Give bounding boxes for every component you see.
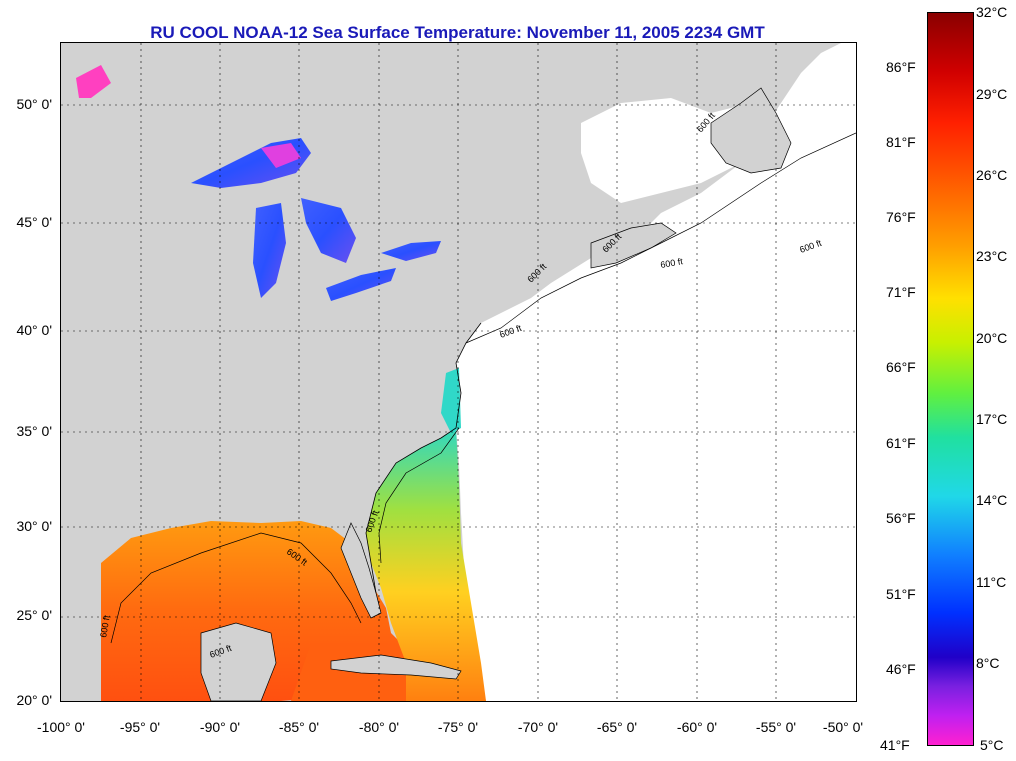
longitude-label-60: -60° 0' [676, 719, 718, 735]
lake-superior [191, 138, 311, 188]
atlantic-coastal-sst [366, 428, 486, 701]
lake-winnipeg-fragment [76, 65, 111, 98]
longitude-label-85: -85° 0' [278, 719, 320, 735]
colorbar-fahrenheit-label: 81°F [886, 134, 916, 150]
map-title: RU COOL NOAA-12 Sea Surface Temperature:… [150, 23, 765, 42]
cuba-land [330, 654, 462, 680]
lake-superior-cold-spot [261, 143, 301, 168]
continental-shelf-contour-north [465, 132, 856, 344]
gulf-shelf-contour [110, 532, 362, 644]
colorbar-fahrenheit-label: 71°F [886, 284, 916, 300]
longitude-label-100: -100° 0' [37, 719, 85, 735]
longitude-label-65: -65° 0' [596, 719, 638, 735]
longitude-label-55: -55° 0' [755, 719, 797, 735]
colorbar-fahrenheit-label: 66°F [886, 359, 916, 375]
colorbar-celsius-label: 32°C [976, 4, 1008, 20]
colorbar-celsius-label: 23°C [976, 248, 1008, 264]
longitude-label-90: -90° 0' [199, 719, 241, 735]
colorbar-celsius-label: 8°C [976, 655, 1000, 671]
colorbar-fahrenheit-label: 51°F [886, 586, 916, 602]
longitude-label-80: -80° 0' [358, 719, 400, 735]
colorbar-celsius-label: 5°C [980, 737, 1004, 753]
colorbar-fahrenheit-label: 46°F [886, 661, 916, 677]
florida-land [340, 522, 382, 619]
lake-erie [326, 268, 396, 301]
colorbar-fahrenheit-label: 76°F [886, 209, 916, 225]
lake-huron [301, 198, 356, 263]
graticule [61, 43, 856, 701]
colorbar-fahrenheit-label: 86°F [886, 59, 916, 75]
mid-atlantic-sst [441, 368, 461, 433]
latitude-label-50: 50° 0' [16, 96, 52, 112]
lake-ontario [381, 241, 441, 261]
colorbar-celsius-label: 11°C [976, 574, 1007, 590]
colorbar-fahrenheit-label: 41°F [880, 737, 910, 753]
lake-michigan [253, 203, 286, 298]
longitude-label-70: -70° 0' [517, 719, 559, 735]
colorbar-celsius-label: 29°C [976, 86, 1008, 102]
colorbar-celsius-label: 20°C [976, 330, 1008, 346]
latitude-label-25: 25° 0' [16, 607, 52, 623]
yucatan-land [200, 622, 277, 701]
longitude-label-95: -95° 0' [119, 719, 161, 735]
colorbar-celsius-label: 26°C [976, 167, 1008, 183]
latitude-label-20: 20° 0' [16, 692, 52, 708]
colorbar-fahrenheit-label: 61°F [886, 435, 916, 451]
sst-map-graphic: 600 ft 600 ft 600 ft 600 ft 600 ft 600 f… [61, 43, 856, 701]
atlantic-ocean-region [456, 43, 856, 701]
longitude-label-50: -50° 0' [822, 719, 864, 735]
contour-label: 600 ft [98, 614, 112, 638]
temperature-colorbar [927, 12, 974, 746]
sst-map: 600 ft 600 ft 600 ft 600 ft 600 ft 600 f… [60, 42, 857, 702]
latitude-label-30: 30° 0' [16, 518, 52, 534]
us-east-coastline [365, 322, 482, 594]
latitude-label-35: 35° 0' [16, 423, 52, 439]
contour-label: 600 ft [660, 256, 684, 270]
latitude-label-45: 45° 0' [16, 214, 52, 230]
longitude-label-75: -75° 0' [437, 719, 479, 735]
newfoundland-land [710, 87, 792, 174]
continental-shelf-contour-south [378, 427, 460, 564]
latitude-label-40: 40° 0' [16, 322, 52, 338]
contour-label: 600 ft [525, 261, 548, 284]
colorbar-celsius-label: 14°C [976, 492, 1008, 508]
colorbar-celsius-label: 17°C [976, 411, 1008, 427]
colorbar-fahrenheit-label: 56°F [886, 510, 916, 526]
nova-scotia-land [590, 222, 677, 269]
